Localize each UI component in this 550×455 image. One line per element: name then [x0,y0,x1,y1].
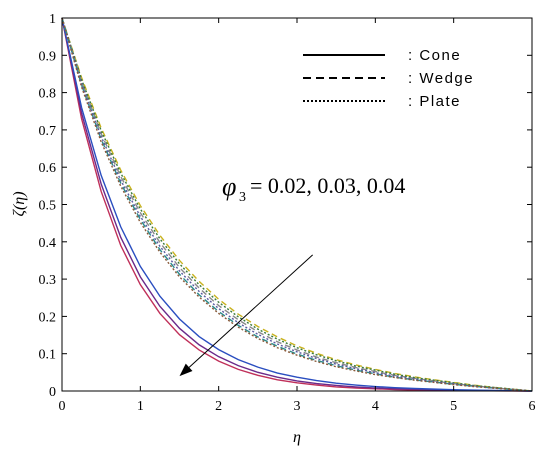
y-tick-label-1: 0.1 [39,348,57,363]
y-tick-label-0: 0 [49,385,56,400]
legend-label-wedge: : Wedge [408,70,474,87]
x-tick-label-1: 1 [137,399,144,414]
series-line-dashed-3 [61,17,533,392]
legend-label-cone: : Cone [408,47,461,64]
ticks-layer: 0 1 2 3 4 5 6 0 0.1 0.2 0.3 0.4 0.5 0.6 0.7 0.8 0.9 1 [39,12,536,414]
x-tick-label-3: 3 [294,399,301,414]
x-tick-label-6: 6 [529,399,536,414]
y-tick-label-2: 0.2 [39,310,57,325]
y-tick-label-8: 0.8 [39,87,57,102]
series-line-dotted-7 [61,17,533,392]
x-tick-label-0: 0 [59,399,66,414]
legend-label-plate: : Plate [408,93,461,110]
annotation-arrowhead [179,363,193,377]
annotation-subscript: 3 [239,190,246,205]
y-tick-label-7: 0.7 [39,124,57,139]
y-tick-label-3: 0.3 [39,273,57,288]
x-tick-label-4: 4 [372,399,379,414]
plot-frame [61,17,533,392]
x-tick-label-2: 2 [215,399,222,414]
x-tick-label-5: 5 [450,399,457,414]
y-axis-label: ζ(η) [11,191,28,216]
annotation-arrow [188,254,314,368]
series-line-dotted-8 [61,17,533,392]
series-line-dotted-6 [61,17,533,392]
y-tick-label-4: 0.4 [39,236,57,251]
x-axis-label: η [293,429,301,446]
legend: : Cone : Wedge : Plate [303,47,474,110]
y-tick-label-9: 0.9 [39,49,57,64]
y-tick-label-5: 0.5 [39,199,57,214]
y-tick-label-10: 1 [49,12,56,27]
series-layer [61,17,533,392]
parameter-annotation: φ 3 = 0.02, 0.03, 0.04 [222,172,405,205]
y-tick-label-6: 0.6 [39,161,57,176]
annotation-values: = 0.02, 0.03, 0.04 [250,173,405,198]
annotation-symbol: φ [222,172,236,201]
